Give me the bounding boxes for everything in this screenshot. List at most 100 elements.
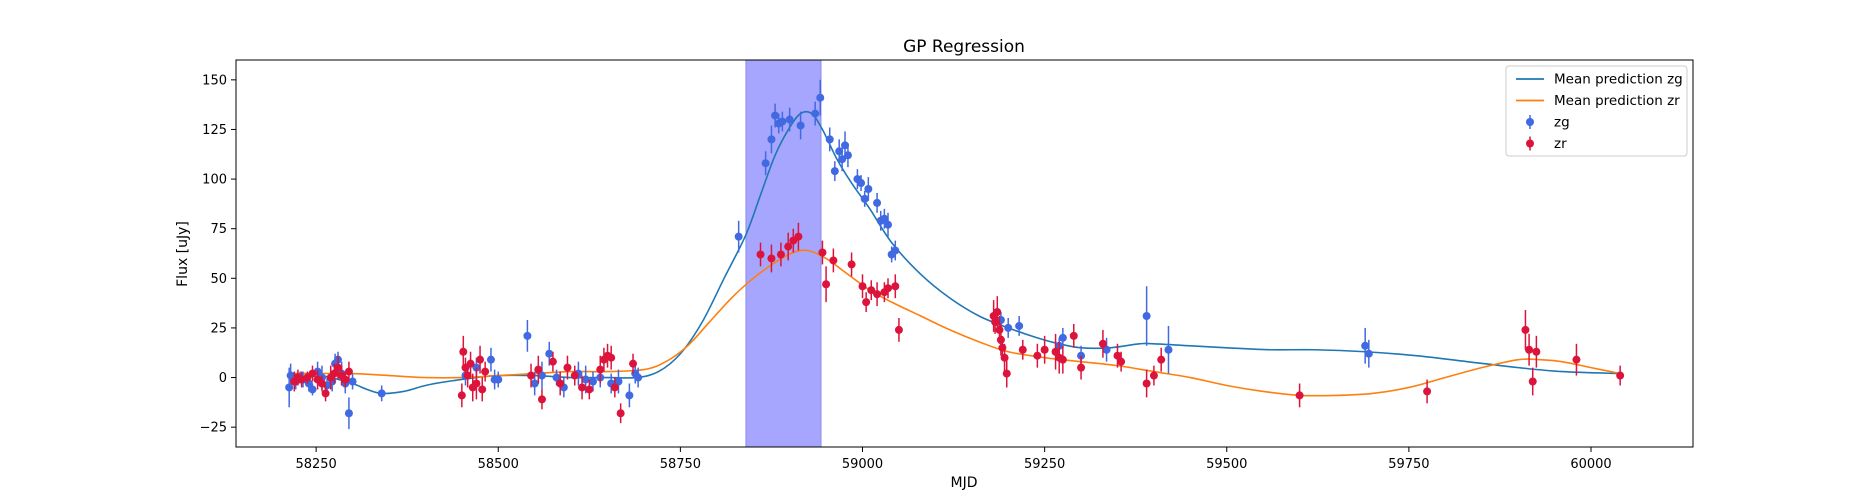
legend-label: zr — [1554, 136, 1567, 152]
data-point — [1077, 363, 1086, 372]
data-point — [1113, 351, 1122, 360]
data-point — [459, 347, 468, 356]
axes-layer: 58250 58500 58750 59000 59250 59500 59750 60000… — [200, 59, 1694, 472]
data-point — [880, 214, 889, 223]
legend: Mean prediction zg Mean prediction zr zg zr — [1505, 65, 1688, 157]
data-point — [556, 379, 565, 388]
x-tick-label: 58500 — [478, 457, 519, 472]
data-point — [1018, 345, 1027, 354]
x-tick-label: 60000 — [1570, 457, 1611, 472]
legend-label: zg — [1554, 115, 1570, 131]
legend-marker-swatch — [1526, 118, 1534, 126]
y-tick-label: 0 — [219, 371, 227, 386]
data-point — [1616, 371, 1625, 380]
data-point — [1528, 377, 1537, 386]
data-point — [891, 282, 900, 291]
data-point — [552, 373, 561, 382]
data-point — [317, 379, 326, 388]
data-point — [537, 371, 546, 380]
data-point — [829, 256, 838, 265]
x-tick-label: 59750 — [1388, 457, 1429, 472]
data-point — [472, 379, 481, 388]
data-point — [614, 377, 623, 386]
data-point — [1423, 387, 1432, 396]
data-point — [1532, 347, 1541, 356]
axes-frame — [235, 59, 1694, 448]
y-axis-label: Flux [uJy] — [175, 221, 191, 287]
data-point — [1002, 369, 1011, 378]
y-tick-label: 50 — [210, 272, 227, 287]
data-point — [344, 367, 353, 376]
data-point — [494, 375, 503, 384]
data-point — [1117, 357, 1126, 366]
data-point — [578, 383, 587, 392]
data-point — [1157, 355, 1166, 364]
data-point — [527, 371, 536, 380]
plot-layer — [285, 60, 1625, 447]
data-point — [1525, 345, 1534, 354]
data-point — [1164, 345, 1173, 354]
data-point — [771, 111, 780, 120]
data-point — [476, 355, 485, 364]
data-point — [822, 280, 831, 289]
data-point — [616, 409, 625, 418]
data-point — [610, 383, 619, 392]
data-point — [857, 179, 866, 188]
data-point — [995, 325, 1004, 334]
data-point — [1098, 339, 1107, 348]
data-point — [818, 248, 827, 257]
y-tick-label: 75 — [210, 222, 227, 237]
data-point — [463, 371, 472, 380]
data-point — [1572, 355, 1581, 364]
data-point — [634, 373, 643, 382]
data-point — [534, 365, 543, 374]
data-point — [457, 391, 466, 400]
data-point — [1069, 331, 1078, 340]
data-point — [767, 135, 776, 144]
data-point — [873, 198, 882, 207]
data-point — [1015, 321, 1024, 330]
y-tick-label: 125 — [202, 123, 227, 138]
y-tick-label: −25 — [200, 421, 227, 436]
legend-box — [1505, 65, 1688, 157]
x-axis-label: MJD — [951, 475, 978, 491]
data-point — [481, 367, 490, 376]
data-point — [796, 121, 805, 130]
data-point — [308, 385, 317, 394]
data-point — [607, 353, 616, 362]
data-point — [1521, 325, 1530, 334]
data-point — [884, 284, 893, 293]
data-point — [784, 242, 793, 251]
data-point — [596, 365, 605, 374]
data-point — [1102, 345, 1111, 354]
data-point — [884, 220, 893, 229]
data-point — [761, 159, 770, 168]
data-point — [825, 135, 834, 144]
data-point — [1142, 312, 1151, 321]
data-point — [341, 375, 350, 384]
data-point — [530, 379, 539, 388]
data-point — [776, 250, 785, 259]
data-point — [1033, 351, 1042, 360]
data-point — [794, 232, 803, 241]
data-point — [756, 250, 765, 259]
data-point — [816, 93, 825, 102]
data-point — [523, 331, 532, 340]
legend-label: Mean prediction zr — [1554, 93, 1680, 109]
series-points-zr — [290, 222, 1625, 424]
data-point — [996, 335, 1005, 344]
x-tick-label: 59000 — [842, 457, 883, 472]
data-point — [286, 371, 295, 380]
data-point — [545, 349, 554, 358]
data-point — [486, 355, 495, 364]
data-point — [864, 185, 873, 193]
data-point — [847, 260, 856, 269]
data-point — [563, 363, 572, 372]
data-point — [1364, 349, 1373, 358]
data-point — [588, 377, 597, 386]
data-point — [1142, 379, 1151, 388]
data-point — [1058, 355, 1067, 364]
data-point — [1040, 345, 1049, 354]
data-point — [873, 290, 882, 299]
